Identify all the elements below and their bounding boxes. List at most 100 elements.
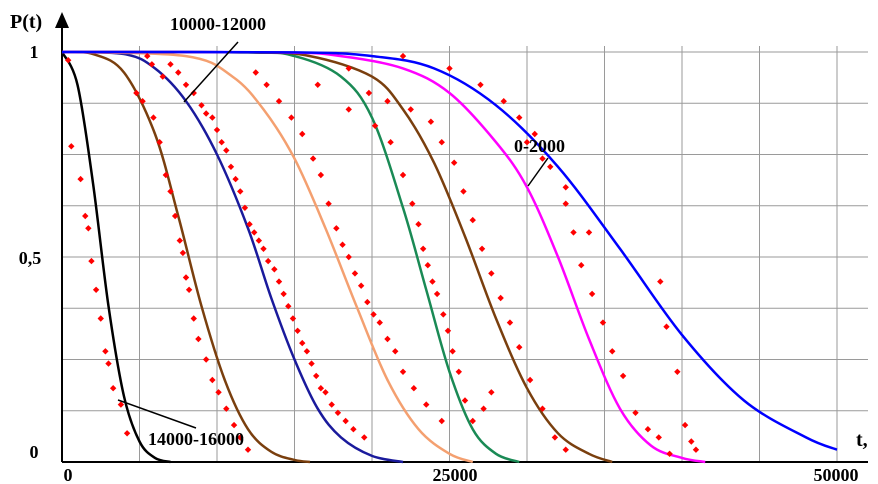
axes: [55, 12, 868, 463]
data-point: [440, 311, 447, 318]
data-point: [657, 278, 664, 285]
data-point: [570, 229, 577, 236]
data-point: [333, 225, 340, 232]
data-point: [237, 188, 244, 195]
data-point: [182, 274, 190, 281]
data-point: [681, 421, 689, 429]
data-point: [252, 69, 259, 76]
series-line-0: [60, 51, 171, 464]
data-point: [438, 417, 445, 425]
data-point: [371, 122, 379, 129]
annotation-pointer: [183, 41, 239, 103]
data-point: [299, 130, 306, 138]
data-point: [599, 319, 607, 326]
data-point: [644, 426, 652, 433]
data-point: [632, 409, 639, 416]
data-point: [179, 249, 187, 257]
data-point: [314, 81, 321, 88]
data-point: [280, 290, 287, 298]
data-point: [461, 397, 469, 404]
data-point: [139, 98, 146, 105]
data-point: [469, 417, 476, 425]
data-point: [271, 266, 278, 273]
data-point: [469, 216, 476, 224]
annotation-10000-12000: 10000-12000: [170, 14, 266, 34]
data-point: [148, 61, 156, 68]
annotation-14000-16000: 14000-16000: [148, 429, 244, 449]
data-point: [309, 155, 317, 162]
data-point: [531, 130, 538, 138]
data-point: [345, 253, 352, 261]
data-point: [299, 339, 306, 347]
data-point: [275, 278, 283, 285]
data-point: [619, 372, 627, 380]
data-point: [223, 147, 230, 154]
data-point: [308, 360, 315, 367]
data-point: [438, 139, 445, 146]
data-point: [692, 446, 700, 453]
data-point: [202, 110, 210, 117]
data-point: [399, 52, 407, 60]
data-point: [585, 229, 593, 236]
data-point: [392, 348, 399, 355]
data-point: [477, 81, 484, 88]
data-point: [218, 139, 225, 146]
data-point: [429, 278, 436, 285]
data-point: [190, 89, 197, 97]
data-point: [526, 376, 534, 384]
data-point: [415, 221, 422, 228]
data-point: [480, 405, 487, 412]
data-point: [102, 348, 109, 355]
data-point: [97, 315, 104, 322]
y-axis-title: P(t): [10, 11, 42, 33]
data-point: [409, 200, 416, 207]
series-line-3: [61, 50, 474, 464]
data-point: [92, 286, 100, 293]
data-point: [562, 184, 569, 191]
data-point: [350, 426, 357, 433]
data-point: [285, 303, 292, 310]
data-point: [246, 221, 253, 228]
data-point: [446, 65, 453, 72]
data-point: [176, 237, 183, 244]
data-point: [150, 114, 157, 121]
data-point: [159, 73, 166, 80]
data-point: [364, 298, 371, 306]
data-point: [674, 368, 681, 375]
data-point: [688, 438, 695, 445]
data-point: [497, 294, 504, 302]
data-point: [449, 348, 456, 355]
data-point: [399, 171, 407, 179]
tick-labels: 0 25000 50000 0 0,5 1: [19, 42, 859, 484]
data-point: [478, 245, 486, 252]
data-point: [230, 421, 238, 429]
data-point: [303, 348, 311, 355]
data-point: [237, 434, 244, 441]
data-point: [334, 409, 342, 416]
data-point: [255, 237, 263, 244]
y-axis-arrow-icon: [55, 12, 69, 28]
data-point: [410, 385, 418, 392]
data-point: [407, 106, 414, 113]
data-point: [133, 89, 140, 97]
data-point: [365, 89, 373, 97]
data-point: [88, 257, 95, 265]
data-point: [562, 446, 569, 453]
data-point: [500, 98, 507, 105]
data-point: [65, 57, 72, 64]
x-tick-label: 0: [64, 465, 73, 484]
data-point: [547, 163, 554, 170]
data-point: [523, 139, 531, 146]
model-curves: [60, 50, 838, 464]
data-point: [370, 311, 377, 318]
data-point: [419, 245, 427, 252]
data-point: [666, 450, 673, 457]
data-point: [109, 385, 117, 392]
data-point: [322, 389, 329, 396]
data-point: [361, 434, 368, 441]
annotation-pointer: [117, 399, 197, 429]
data-point: [182, 81, 190, 88]
data-point: [325, 200, 332, 207]
data-point: [195, 335, 202, 343]
